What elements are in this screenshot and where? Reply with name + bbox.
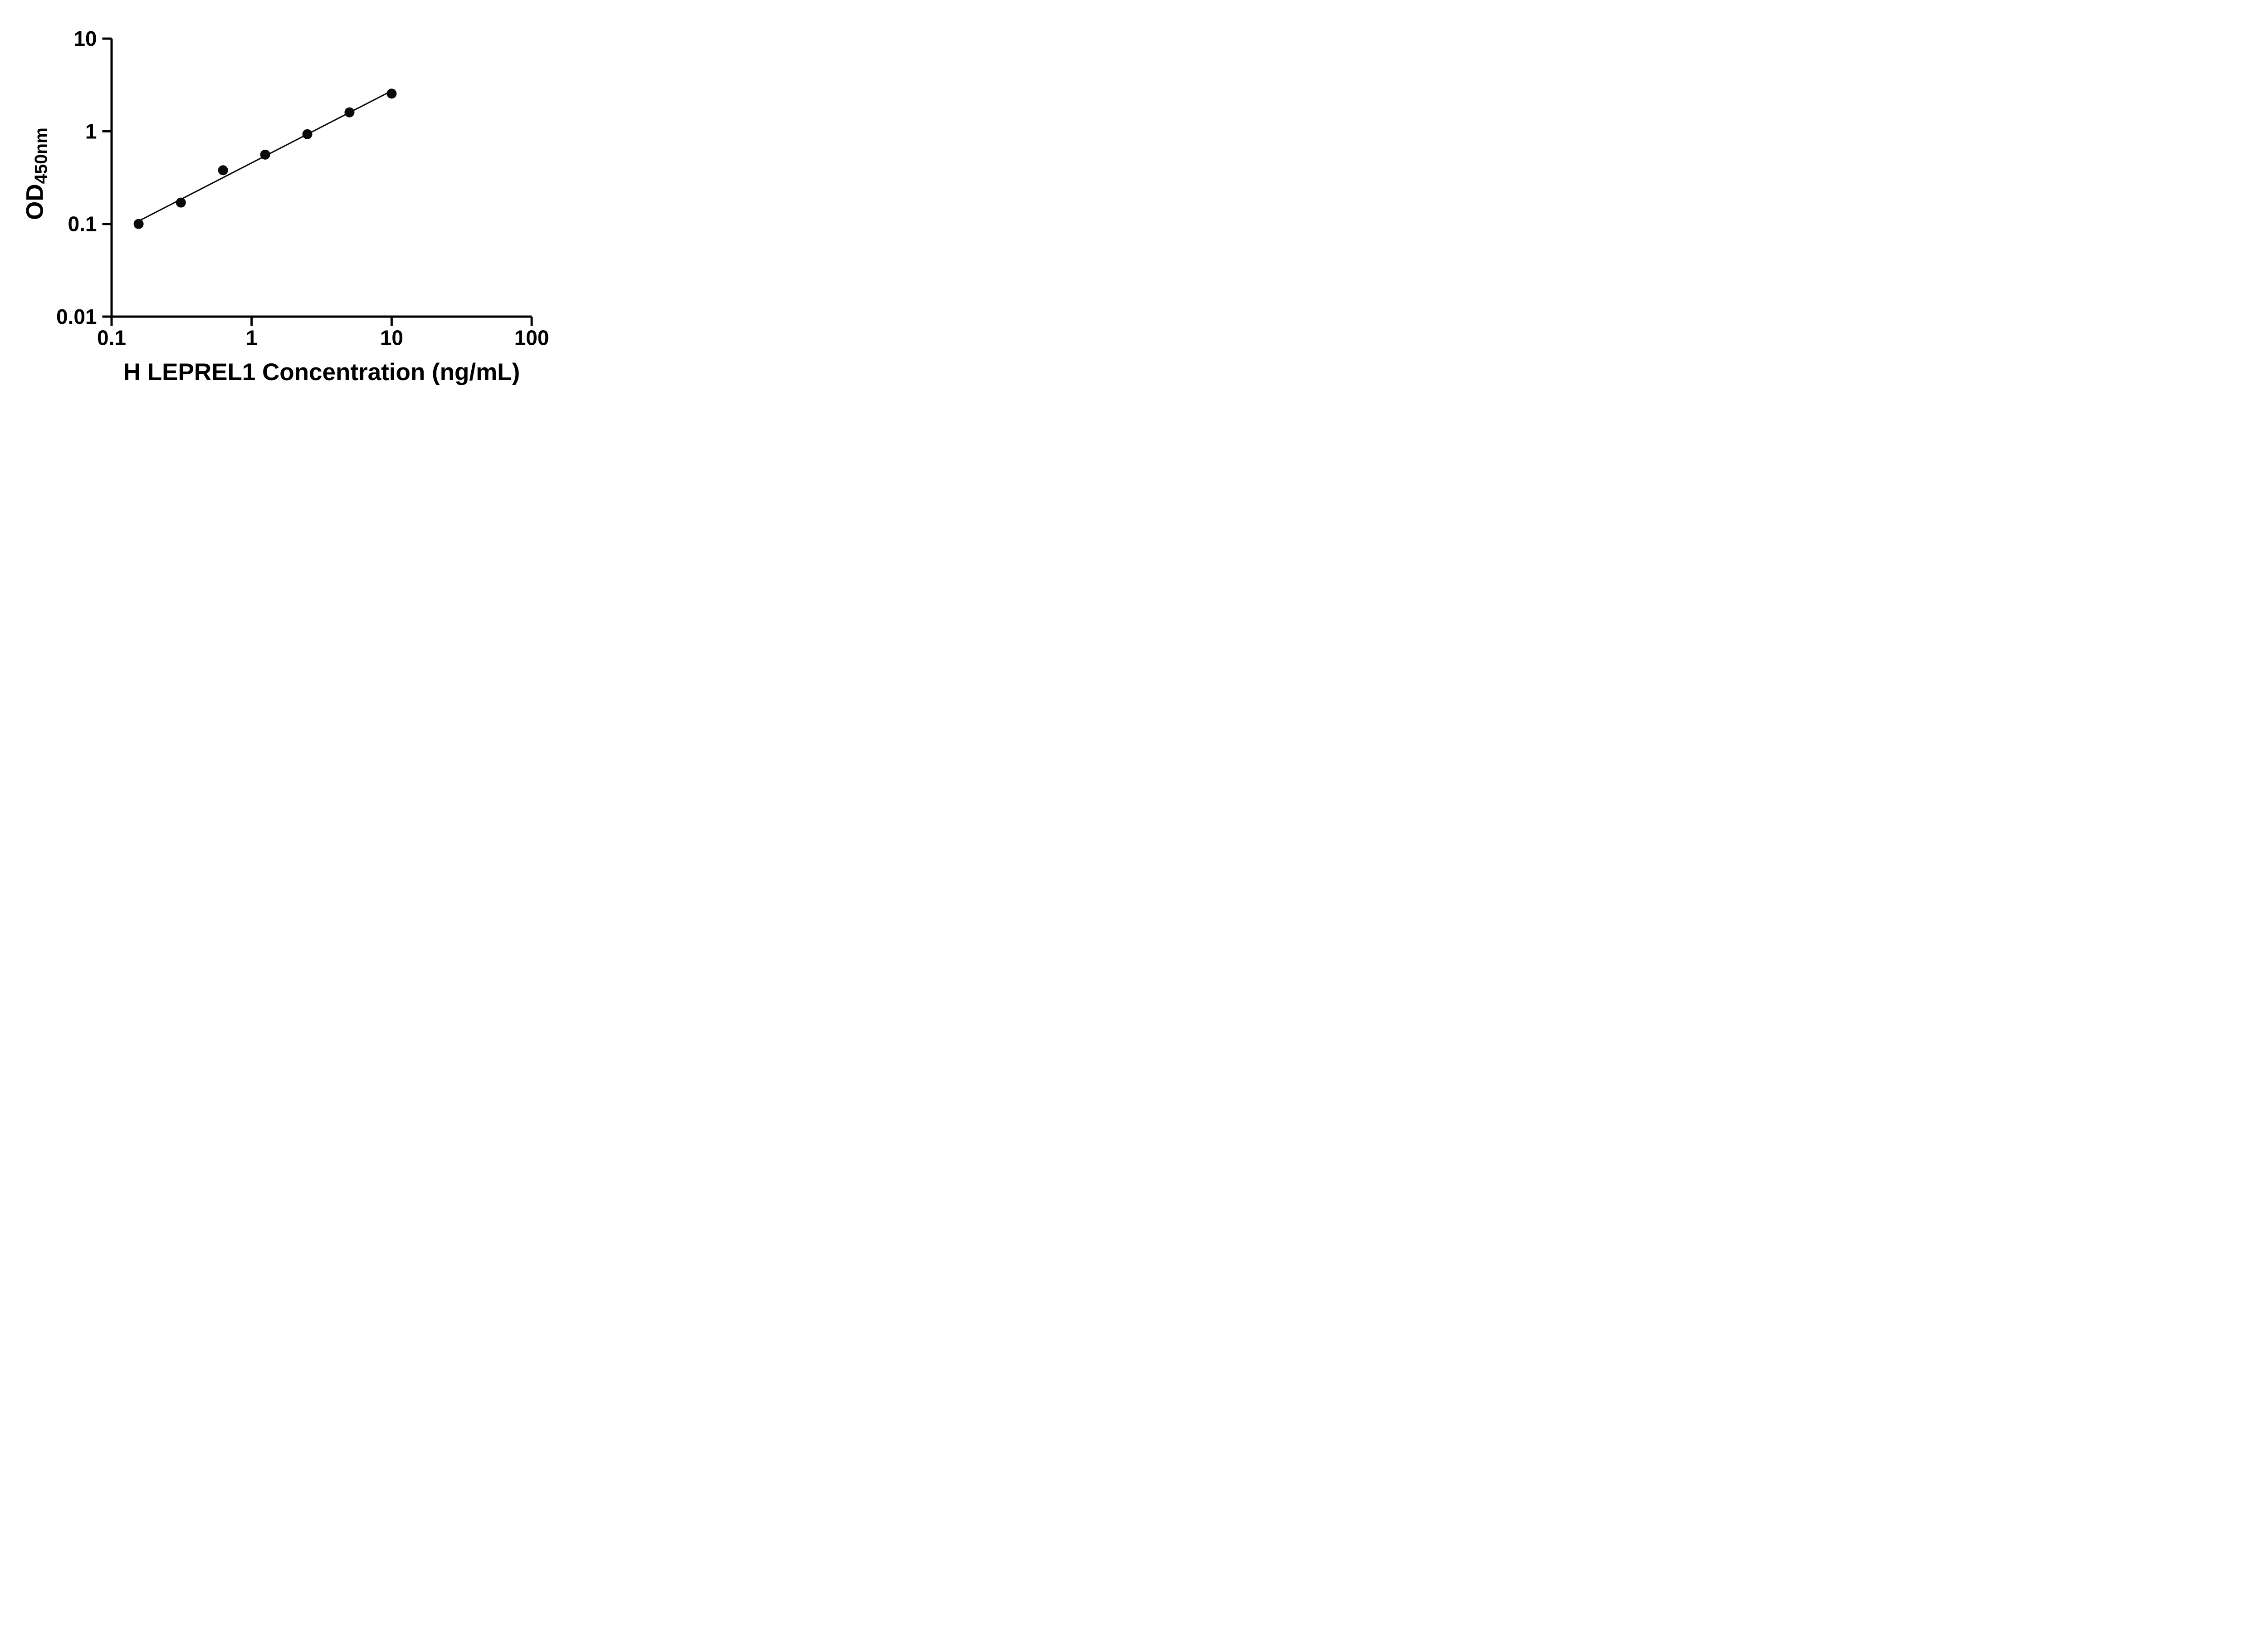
elisa-standard-curve-chart: 0.1 1 10 100 0.01 0.1 1 10 H LEPREL1 Concentrat… (0, 0, 583, 408)
y-tick-label: 0.1 (68, 212, 97, 236)
x-axis-title: H LEPREL1 Concentration (ng/mL) (123, 359, 520, 386)
y-tick-label: 0.01 (56, 305, 97, 328)
data-point (260, 149, 270, 160)
y-axis-title-main: OD (21, 184, 49, 220)
data-point (176, 197, 186, 208)
data-point (344, 107, 355, 117)
y-tick-label: 10 (73, 27, 97, 50)
x-tick-label: 1 (246, 326, 258, 350)
y-tick-label: 1 (85, 119, 97, 143)
data-point (302, 129, 313, 139)
y-axis-title: OD450nm (21, 127, 52, 220)
y-axis-title-subscript: 450nm (31, 127, 51, 184)
data-point (386, 88, 397, 99)
x-tick-label: 100 (514, 326, 549, 350)
x-tick-label: 0.1 (97, 326, 126, 350)
data-point (133, 219, 144, 229)
x-tick-label: 10 (380, 326, 403, 350)
data-point (218, 165, 228, 176)
